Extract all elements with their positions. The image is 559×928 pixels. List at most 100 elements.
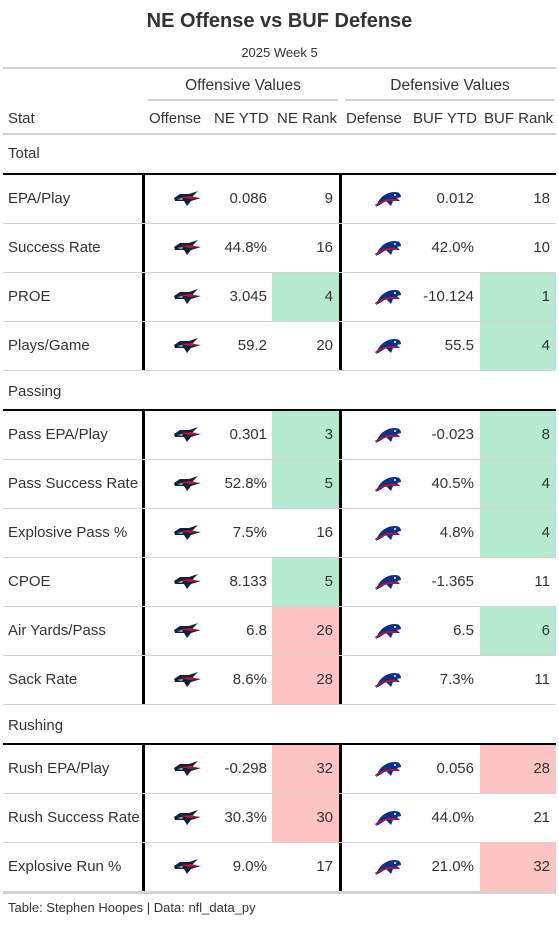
table-row: EPA/Play 0.086 9 0.012 18 [3, 175, 556, 224]
stat-name: Success Rate [8, 239, 101, 256]
table-row: CPOE 8.133 5 -1.365 11 [3, 558, 556, 607]
patriots-logo-icon [173, 287, 203, 312]
buf-rank-value: 4 [480, 322, 556, 370]
table-row: Success Rate 44.8% 16 42.0% 10 [3, 224, 556, 273]
table-row: Pass Success Rate 52.8% 5 40.5% 4 [3, 460, 556, 509]
ne-rank-value: 9 [324, 190, 333, 207]
patriots-logo-icon [173, 336, 203, 361]
ne-ytd-value: 7.5% [232, 524, 267, 541]
offense-divider [142, 744, 145, 891]
buf-rank-value: 6 [480, 607, 556, 655]
row-divider [3, 321, 556, 322]
stat-name: Explosive Pass % [8, 524, 128, 541]
ne-rank-value: 16 [316, 239, 333, 256]
stat-name: Pass EPA/Play [8, 426, 108, 443]
bills-logo-icon [373, 238, 403, 263]
buf-ytd-value: 21.0% [431, 858, 474, 875]
buf-rank-value: 1 [480, 273, 556, 321]
buf-ytd-value: 42.0% [431, 239, 474, 256]
table-row: Pass EPA/Play 0.301 3 -0.023 8 [3, 411, 556, 460]
table-row: Rush EPA/Play -0.298 32 0.056 28 [3, 745, 556, 794]
table-row: Explosive Pass % 7.5% 16 4.8% 4 [3, 509, 556, 558]
group-top-rule [3, 173, 556, 175]
bills-logo-icon [373, 425, 403, 450]
stat-name: CPOE [8, 573, 51, 590]
buf-ytd-value: 44.0% [431, 809, 474, 826]
ne-ytd-value: 8.133 [229, 573, 267, 590]
bills-logo-icon [373, 287, 403, 312]
ne-ytd-value: 0.086 [229, 190, 267, 207]
buf-rank-value: 4 [480, 509, 556, 557]
table-row: Explosive Run % 9.0% 17 21.0% 32 [3, 843, 556, 892]
row-divider [3, 272, 556, 273]
ne-rank-value: 16 [316, 524, 333, 541]
col-header-offense: Offense [149, 110, 202, 127]
buf-rank-value: 28 [480, 745, 556, 793]
ne-ytd-value: 8.6% [232, 671, 267, 688]
buf-ytd-value: 4.8% [439, 524, 474, 541]
table-row: Sack Rate 8.6% 28 7.3% 11 [3, 656, 556, 705]
ne-rank-value: 4 [272, 273, 339, 321]
bills-logo-icon [373, 474, 403, 499]
spanner-offensive-values: Offensive Values [185, 77, 301, 94]
row-divider [3, 459, 556, 460]
stat-name: Explosive Run % [8, 858, 122, 875]
ne-ytd-value: 6.8 [246, 622, 267, 639]
table-row: Plays/Game 59.2 20 55.5 4 [3, 322, 556, 371]
buf-rank-value: 11 [534, 573, 550, 590]
col-header-stat: Stat [8, 110, 35, 127]
row-divider [3, 704, 556, 705]
header-top-rule [3, 67, 556, 69]
ne-ytd-value: 0.301 [229, 426, 267, 443]
row-divider [3, 557, 556, 558]
header-bottom-rule [3, 133, 556, 135]
bills-logo-icon [373, 523, 403, 548]
stat-name: EPA/Play [8, 190, 71, 207]
patriots-logo-icon [173, 474, 203, 499]
ne-ytd-value: 59.2 [237, 337, 267, 354]
row-divider [3, 842, 556, 843]
group-label: Total [8, 145, 40, 162]
bills-logo-icon [373, 808, 403, 833]
table-row: Rush Success Rate 30.3% 30 44.0% 21 [3, 794, 556, 843]
col-header-defense: Defense [346, 110, 402, 127]
buf-rank-value: 32 [480, 843, 556, 891]
stat-name: Rush Success Rate [8, 809, 140, 826]
bills-logo-icon [373, 189, 403, 214]
ne-rank-value: 5 [272, 558, 339, 606]
col-header-buf-ytd: BUF YTD [413, 110, 477, 127]
group-top-rule [3, 743, 556, 745]
patriots-logo-icon [173, 670, 203, 695]
spanner-defensive-values: Defensive Values [390, 77, 510, 94]
defense-divider [339, 744, 342, 891]
buf-ytd-value: -1.365 [431, 573, 474, 590]
row-divider [3, 223, 556, 224]
ne-rank-value: 17 [316, 858, 333, 875]
buf-ytd-value: 0.012 [436, 190, 474, 207]
row-divider [3, 508, 556, 509]
buf-ytd-value: 6.5 [453, 622, 474, 639]
buf-rank-value: 4 [480, 460, 556, 508]
row-divider [3, 606, 556, 607]
ne-ytd-value: 44.8% [224, 239, 267, 256]
bills-logo-icon [373, 621, 403, 646]
ne-rank-value: 28 [272, 656, 339, 704]
ne-rank-value: 5 [272, 460, 339, 508]
buf-ytd-value: 40.5% [431, 475, 474, 492]
stat-name: Plays/Game [8, 337, 90, 354]
stat-name: Pass Success Rate [8, 475, 139, 492]
table-subtitle: 2025 Week 5 [241, 45, 318, 60]
buf-ytd-value: 7.3% [439, 671, 474, 688]
ne-rank-value: 3 [272, 411, 339, 459]
buf-ytd-value: -0.023 [431, 426, 474, 443]
buf-rank-value: 21 [533, 809, 550, 826]
bills-logo-icon [373, 336, 403, 361]
patriots-logo-icon [173, 238, 203, 263]
row-divider [3, 370, 556, 371]
ne-ytd-value: 30.3% [224, 809, 267, 826]
patriots-logo-icon [173, 572, 203, 597]
table-row: PROE 3.045 4 -10.124 1 [3, 273, 556, 322]
patriots-logo-icon [173, 621, 203, 646]
ne-ytd-value: 3.045 [229, 288, 267, 305]
